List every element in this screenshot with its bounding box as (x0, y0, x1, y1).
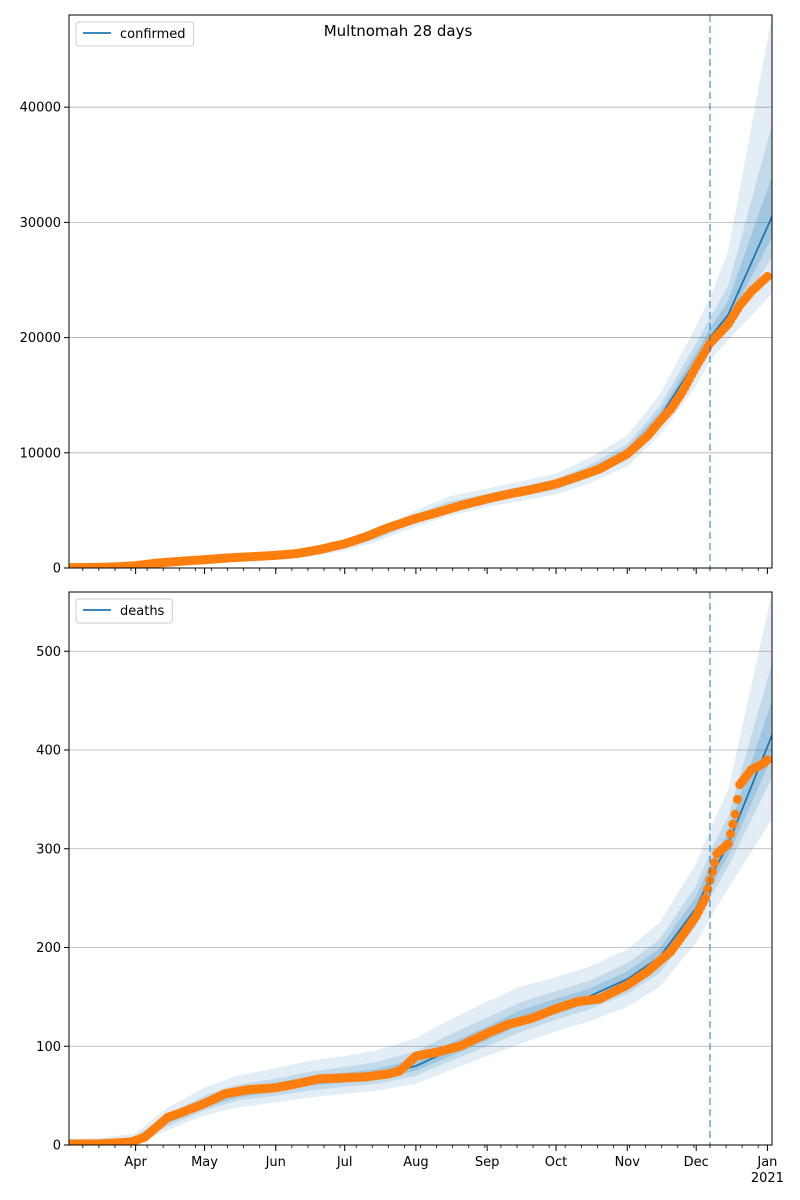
observed-point-281 (710, 858, 720, 868)
observed-point-304 (762, 755, 772, 765)
x-tick-label-Jan: Jan (756, 1155, 777, 1170)
x-tick-label-Jun: Jun (265, 1155, 286, 1170)
y-tick-label-200: 200 (36, 941, 61, 956)
confirmed-legend-label: confirmed (120, 27, 186, 42)
confirmed-x-axis (82, 568, 768, 574)
x-tick-year-label: 2021 (751, 1171, 784, 1186)
deaths-gridlines (69, 650, 772, 1047)
figure-title: Multnomah 28 days (324, 22, 473, 40)
x-tick-label-Nov: Nov (615, 1155, 641, 1170)
observed-point-287 (723, 839, 733, 849)
y-tick-label-0: 0 (53, 1139, 61, 1154)
observed-point-277 (700, 893, 711, 903)
observed-point-291 (732, 794, 743, 805)
x-tick-label-Jul: Jul (336, 1155, 353, 1170)
y-tick-label-100: 100 (36, 1040, 61, 1055)
y-tick-label-40000: 40000 (20, 101, 61, 116)
deaths-legend-box (75, 598, 173, 624)
confirmed-observed-points (69, 271, 772, 568)
x-tick-label-May: May (191, 1155, 218, 1170)
y-tick-label-300: 300 (36, 842, 61, 857)
x-tick-label-Apr: Apr (124, 1155, 147, 1170)
y-tick-label-400: 400 (36, 744, 61, 759)
band-outer (69, 592, 772, 1145)
observed-point-288 (726, 829, 736, 839)
observed-point-278 (703, 884, 713, 894)
deaths-panel: 0 100 200 300 400 500 Apr May Jun Jul Aug Sep Oct No… (36, 591, 784, 1186)
x-tick-label-Dec: Dec (684, 1155, 709, 1170)
x-tick-label-Oct: Oct (545, 1155, 567, 1170)
deaths-legend: deaths (75, 598, 173, 624)
x-tick-label-Aug: Aug (403, 1155, 428, 1170)
confirmed-legend-box (75, 21, 195, 47)
observed-point-289 (728, 819, 738, 829)
confirmed-panel: 0 10000 20000 30000 40000 confirmed (20, 14, 773, 577)
deaths-y-axis: 0 100 200 300 400 500 (36, 645, 69, 1154)
y-tick-label-20000: 20000 (20, 331, 61, 346)
confirmed-legend: confirmed (75, 21, 195, 47)
y-tick-label-10000: 10000 (20, 446, 61, 461)
observed-point-304 (762, 271, 772, 282)
observed-point-290 (730, 809, 740, 819)
x-tick-label-Sep: Sep (475, 1155, 500, 1170)
y-tick-label-500: 500 (36, 645, 61, 660)
y-tick-label-0: 0 (53, 562, 61, 577)
y-tick-label-30000: 30000 (20, 216, 61, 231)
deaths-uncertainty-bands (69, 592, 772, 1145)
confirmed-gridlines (69, 106, 772, 454)
confirmed-y-axis: 0 10000 20000 30000 40000 (20, 101, 69, 577)
deaths-observed-points (69, 755, 772, 1145)
deaths-legend-label: deaths (120, 604, 165, 619)
